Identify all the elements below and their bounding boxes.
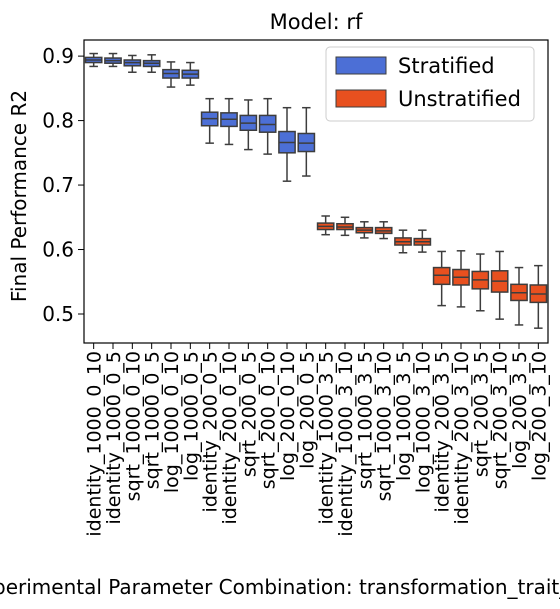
x-tick-label: sqrt_200_0_10 — [258, 351, 280, 489]
x-tick-label: identity_1000_0_5 — [103, 351, 125, 525]
x-tick-label: sqrt_1000_3_5 — [354, 351, 376, 489]
x-tick-label: log_200_3_5 — [509, 351, 531, 469]
x-tick-label: sqrt_200_3_10 — [490, 351, 512, 489]
x-tick-label: log_1000_0_5 — [180, 351, 202, 481]
x-tick-label: identity_200_0_5 — [200, 351, 222, 512]
legend: Stratified Unstratified — [325, 46, 535, 122]
x-tick-label: sqrt_200_3_5 — [470, 351, 492, 477]
legend-swatch — [335, 89, 387, 108]
y-tick-label: 0.5 — [42, 302, 74, 326]
x-axis-label: Experimental Parameter Combination: tran… — [0, 575, 560, 599]
y-axis-label: Final Performance R2 — [7, 90, 31, 302]
x-tick-label: identity_1000_0_10 — [84, 351, 106, 537]
x-tick-label: sqrt_1000_3_10 — [374, 351, 396, 501]
x-tick-label: sqrt_200_0_5 — [238, 351, 260, 477]
x-tick-label: log_200_0_5 — [296, 351, 318, 469]
x-tick-label: log_200_0_10 — [277, 351, 299, 481]
plot-area: 0.50.60.70.80.9identity_1000_0_10identit… — [42, 39, 550, 537]
legend-swatch — [335, 56, 387, 75]
y-tick-label: 0.8 — [42, 109, 74, 133]
plot-frame — [83, 39, 549, 344]
legend-label: Unstratified — [398, 87, 521, 111]
chart-title: Model: rf — [270, 10, 363, 34]
x-tick-label: identity_200_3_10 — [451, 351, 473, 525]
x-tick-label: identity_1000_3_5 — [316, 351, 338, 525]
x-tick-label: log_200_3_10 — [528, 351, 550, 481]
legend-label: Stratified — [398, 54, 495, 78]
x-tick-label: identity_200_3_5 — [432, 351, 454, 512]
x-tick-label: log_1000_3_5 — [393, 351, 415, 481]
x-tick-label: identity_200_0_10 — [219, 351, 241, 525]
x-tick-label: sqrt_1000_0_10 — [122, 351, 144, 501]
y-tick-label: 0.7 — [42, 173, 74, 197]
y-tick-label: 0.6 — [42, 238, 74, 262]
x-tick-label: log_1000_3_10 — [412, 351, 434, 493]
x-tick-label: log_1000_0_10 — [161, 351, 183, 493]
x-tick-label: identity_1000_3_10 — [335, 351, 357, 537]
y-tick-label: 0.9 — [42, 44, 74, 68]
x-tick-label: sqrt_1000_0_5 — [142, 351, 164, 489]
